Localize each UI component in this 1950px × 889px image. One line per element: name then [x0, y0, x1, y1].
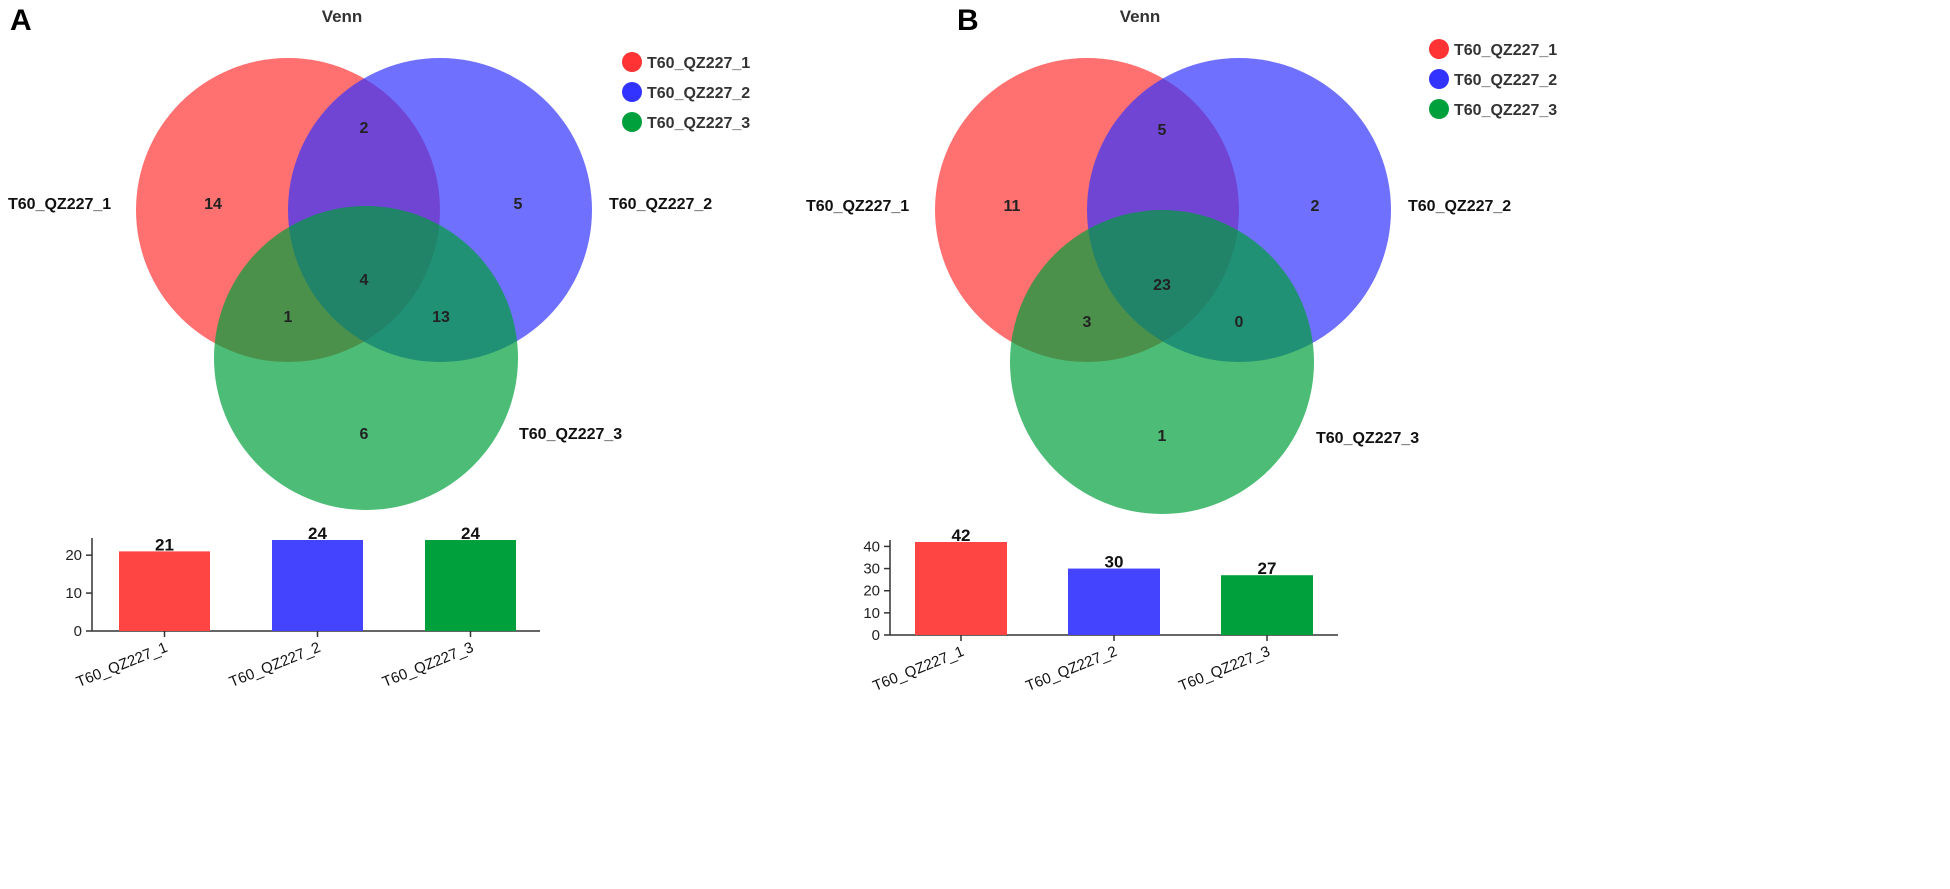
panel-b-region-only-2: 2: [1311, 198, 1320, 215]
panel-a-title: Venn: [322, 7, 363, 26]
panel-b: B Venn 11 2 1 5 3 0 23 T60_QZ227_1 T60_Q…: [806, 4, 1557, 695]
panel-b-venn: [935, 58, 1391, 514]
panel-b-bar: [1068, 568, 1160, 635]
panel-a-xtick-label: T60_QZ227_2: [227, 639, 323, 691]
panel-b-legend-label-3: T60_QZ227_3: [1454, 102, 1557, 119]
panel-b-bar-value-label: 30: [1105, 553, 1124, 572]
panel-a-circle-set-3: [214, 206, 518, 510]
panel-b-region-2-3: 0: [1235, 314, 1244, 331]
panel-b-xtick-label: T60_QZ227_1: [870, 643, 966, 695]
panel-b-set-label-1: T60_QZ227_1: [806, 198, 909, 215]
panel-b-xtick-label: T60_QZ227_2: [1023, 643, 1119, 695]
panel-b-letter: B: [957, 4, 979, 37]
panel-b-legend-label-2: T60_QZ227_2: [1454, 72, 1557, 89]
panel-a-legend-label-2: T60_QZ227_2: [647, 85, 750, 102]
panel-a-bar-chart: 0 10 20 21 T60_QZ227_1 24 T60_QZ227_2 24 T60_QZ2…: [65, 524, 540, 691]
panel-a-bar-value-label: 24: [308, 524, 327, 543]
panel-a-region-2-3: 13: [432, 309, 450, 326]
panel-a-ytick-label: 0: [74, 623, 82, 640]
panel-a-set-label-3: T60_QZ227_3: [519, 426, 622, 443]
panel-a-ytick-label: 10: [65, 585, 82, 602]
panel-b-ytick-label: 20: [863, 583, 880, 600]
panel-b-region-1-3: 3: [1083, 314, 1092, 331]
panel-b-bar-chart: 0 10 20 30 40 42 T60_QZ227_1 30 T60_QZ227_2 27 T60…: [863, 526, 1338, 695]
panel-b-legend: T60_QZ227_1 T60_QZ227_2 T60_QZ227_3: [1429, 39, 1557, 119]
panel-a-xtick-label: T60_QZ227_1: [74, 639, 170, 691]
panel-a-bar: [119, 551, 210, 631]
panel-a-legend-label-3: T60_QZ227_3: [647, 115, 750, 132]
panel-a-region-only-3: 6: [360, 426, 369, 443]
panel-a-legend-swatch-1: [622, 52, 642, 72]
panel-b-ytick-label: 40: [863, 538, 880, 555]
panel-b-region-only-3: 1: [1158, 428, 1167, 445]
panel-a-legend-label-1: T60_QZ227_1: [647, 55, 750, 72]
panel-a-bar-value-label: 24: [461, 524, 480, 543]
panel-a-region-1-3: 1: [284, 309, 293, 326]
panel-b-bar: [1221, 575, 1313, 635]
panel-a-region-only-2: 5: [514, 196, 523, 213]
panel-b-ytick-label: 30: [863, 561, 880, 578]
panel-b-set-label-2: T60_QZ227_2: [1408, 198, 1511, 215]
panel-a-set-label-1: T60_QZ227_1: [8, 196, 111, 213]
panel-a-set-label-2: T60_QZ227_2: [609, 196, 712, 213]
panel-b-legend-swatch-2: [1429, 69, 1449, 89]
panel-a-bar-value-label: 21: [155, 535, 174, 554]
panel-a-region-1-2-3: 4: [360, 272, 369, 289]
panel-b-legend-swatch-3: [1429, 99, 1449, 119]
panel-b-region-only-1: 11: [1004, 198, 1021, 215]
panel-a-legend: T60_QZ227_1 T60_QZ227_2 T60_QZ227_3: [622, 52, 750, 132]
panel-a-bar: [425, 540, 516, 631]
panel-a-venn: [136, 58, 592, 510]
panel-b-region-1-2-3: 23: [1153, 277, 1171, 294]
panel-b-set-label-3: T60_QZ227_3: [1316, 430, 1419, 447]
panel-a-xtick-label: T60_QZ227_3: [380, 639, 476, 691]
panel-b-bar-value-label: 27: [1258, 559, 1277, 578]
panel-a-letter: A: [10, 4, 32, 37]
panel-a-region-1-2: 2: [360, 120, 369, 137]
panel-b-bar: [915, 542, 1007, 635]
panel-b-circle-set-3: [1010, 210, 1314, 514]
panel-b-ytick-label: 10: [863, 605, 880, 622]
panel-a-bar: [272, 540, 363, 631]
panel-b-ytick-label: 0: [872, 627, 880, 644]
panel-a: A Venn 14 5 6 2 1 13 4 T60_QZ227_1 T60_Q…: [8, 4, 750, 691]
panel-a-legend-swatch-3: [622, 112, 642, 132]
panel-a-ytick-label: 20: [65, 547, 82, 564]
panel-b-legend-label-1: T60_QZ227_1: [1454, 42, 1557, 59]
panel-b-region-1-2: 5: [1158, 122, 1167, 139]
panel-b-xtick-label: T60_QZ227_3: [1176, 643, 1272, 695]
panel-b-legend-swatch-1: [1429, 39, 1449, 59]
panel-a-legend-swatch-2: [622, 82, 642, 102]
panel-a-region-only-1: 14: [204, 196, 222, 213]
panel-b-title: Venn: [1120, 7, 1161, 26]
panel-b-bar-value-label: 42: [952, 526, 971, 545]
